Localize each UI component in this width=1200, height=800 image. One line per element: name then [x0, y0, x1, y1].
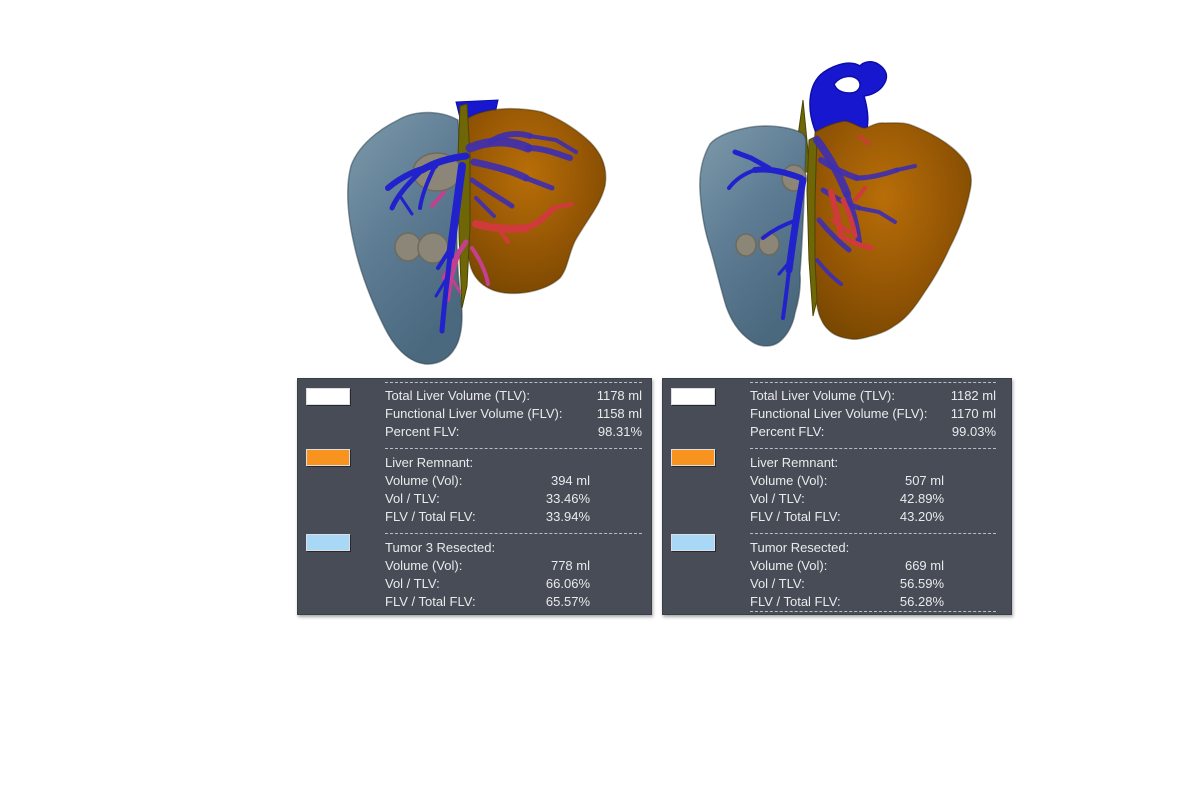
tumor-resected-color-swatch — [306, 534, 350, 551]
stat-label: Volume (Vol): — [750, 473, 828, 488]
stat-row: Volume (Vol): 669 ml — [750, 557, 996, 575]
dashed-divider — [385, 382, 642, 383]
stat-value: 1170 ml — [950, 406, 996, 421]
stat-value: 98.31% — [597, 424, 642, 439]
dashed-divider — [750, 382, 996, 383]
stat-row: Percent FLV: 99.03% — [750, 423, 996, 441]
tumor-resected-section: Tumor 3 Resected: Volume (Vol): 778 ml Vo… — [297, 526, 652, 611]
stat-value: 66.06% — [545, 576, 590, 591]
dashed-divider — [385, 533, 642, 534]
total-liver-section: Total Liver Volume (TLV): 1182 ml Functio… — [662, 380, 1012, 441]
volumetrics-panel-right: Total Liver Volume (TLV): 1182 ml Functio… — [662, 378, 1012, 615]
stat-row: Volume (Vol): 778 ml — [385, 557, 642, 575]
stat-row: Vol / TLV: 33.46% — [385, 490, 642, 508]
section-title: Tumor Resected: — [750, 540, 850, 555]
stat-row: FLV / Total FLV: 56.28% — [750, 593, 996, 611]
stat-value: 1158 ml — [596, 406, 642, 421]
portal-vein-shape — [727, 149, 807, 320]
liver-remnant-color-swatch — [306, 449, 350, 466]
total-liver-color-swatch — [306, 388, 350, 405]
stat-label: Total Liver Volume (TLV): — [385, 388, 530, 403]
tumor-resected-color-swatch — [671, 534, 715, 551]
portal-vein-shape — [385, 152, 470, 334]
stat-value: 1182 ml — [950, 388, 996, 403]
stat-value: 669 ml — [904, 558, 944, 573]
section-title: Liver Remnant: — [750, 455, 839, 470]
stat-value: 33.46% — [545, 491, 590, 506]
stat-label: FLV / Total FLV: — [750, 594, 841, 609]
stat-row: Vol / TLV: 66.06% — [385, 575, 642, 593]
stat-label: Total Liver Volume (TLV): — [750, 388, 895, 403]
stat-row: Functional Liver Volume (FLV): 1158 ml — [385, 405, 642, 423]
tumor-resected-section: Tumor Resected: Volume (Vol): 669 ml Vol … — [662, 526, 1012, 611]
stat-label: Percent FLV: — [385, 424, 460, 439]
stat-value: 778 ml — [550, 558, 590, 573]
stat-value: 56.59% — [899, 576, 944, 591]
total-liver-section: Total Liver Volume (TLV): 1178 ml Functio… — [297, 380, 652, 441]
stat-value: 43.20% — [899, 509, 944, 524]
section-title-row: Tumor Resected: — [750, 539, 996, 557]
purple-vessels-shape — [813, 136, 917, 286]
liver-remnant-section: Liver Remnant: Volume (Vol): 394 ml Vol /… — [297, 441, 652, 526]
dashed-divider — [750, 533, 996, 534]
stat-value: 507 ml — [904, 473, 944, 488]
section-title-row: Tumor 3 Resected: — [385, 539, 642, 557]
stat-row: Functional Liver Volume (FLV): 1170 ml — [750, 405, 996, 423]
section-title: Liver Remnant: — [385, 455, 474, 470]
stat-label: Vol / TLV: — [385, 491, 440, 506]
section-title: Tumor 3 Resected: — [385, 540, 496, 555]
remnant-lobe-shape — [812, 120, 972, 340]
volumetrics-panel-left: Total Liver Volume (TLV): 1178 ml Functio… — [297, 378, 652, 615]
section-title-row: Liver Remnant: — [750, 454, 996, 472]
stat-label: Volume (Vol): — [385, 558, 463, 573]
stat-value: 65.57% — [545, 594, 590, 609]
dashed-divider — [385, 448, 642, 449]
stat-label: Percent FLV: — [750, 424, 825, 439]
dashed-divider — [750, 611, 996, 612]
stat-row: Vol / TLV: 42.89% — [750, 490, 996, 508]
stat-row: FLV / Total FLV: 43.20% — [750, 508, 996, 526]
red-vessels-shape — [828, 134, 874, 251]
stat-value: 33.94% — [545, 509, 590, 524]
stat-row: Percent FLV: 98.31% — [385, 423, 642, 441]
liver-remnant-color-swatch — [671, 449, 715, 466]
stat-label: Functional Liver Volume (FLV): — [385, 406, 563, 421]
stat-row: Volume (Vol): 507 ml — [750, 472, 996, 490]
liver-3d-model-left — [347, 99, 607, 365]
stat-label: Vol / TLV: — [750, 576, 805, 591]
dashed-divider — [750, 448, 996, 449]
stat-row: Volume (Vol): 394 ml — [385, 472, 642, 490]
stat-value: 56.28% — [899, 594, 944, 609]
stat-label: Vol / TLV: — [385, 576, 440, 591]
liver-3d-model-right — [699, 61, 972, 347]
stat-value: 99.03% — [951, 424, 996, 439]
stat-value: 42.89% — [899, 491, 944, 506]
resection-plane-shape — [806, 135, 818, 317]
stat-value: 1178 ml — [596, 388, 642, 403]
stat-row: Total Liver Volume (TLV): 1178 ml — [385, 387, 642, 405]
stat-label: Volume (Vol): — [385, 473, 463, 488]
total-liver-color-swatch — [671, 388, 715, 405]
stat-label: Volume (Vol): — [750, 558, 828, 573]
stat-label: Functional Liver Volume (FLV): — [750, 406, 928, 421]
stat-row: FLV / Total FLV: 65.57% — [385, 593, 642, 611]
stat-row: FLV / Total FLV: 33.94% — [385, 508, 642, 526]
stat-label: Vol / TLV: — [750, 491, 805, 506]
stat-label: FLV / Total FLV: — [385, 509, 476, 524]
section-title-row: Liver Remnant: — [385, 454, 642, 472]
stat-label: FLV / Total FLV: — [385, 594, 476, 609]
red-vessels-shape — [472, 202, 574, 244]
liver-remnant-section: Liver Remnant: Volume (Vol): 507 ml Vol /… — [662, 441, 1012, 526]
stat-value: 394 ml — [550, 473, 590, 488]
liver-3d-view-right[interactable] — [693, 60, 995, 362]
purple-vessels-shape — [465, 131, 578, 218]
stat-label: FLV / Total FLV: — [750, 509, 841, 524]
stat-row: Total Liver Volume (TLV): 1182 ml — [750, 387, 996, 405]
liver-3d-view-left[interactable] — [340, 96, 662, 368]
stat-row: Vol / TLV: 56.59% — [750, 575, 996, 593]
